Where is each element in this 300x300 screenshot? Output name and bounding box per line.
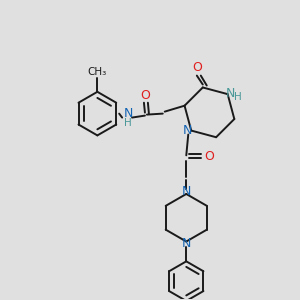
Text: O: O (140, 89, 150, 102)
Text: H: H (124, 118, 132, 128)
Text: O: O (192, 61, 202, 74)
Text: N: N (182, 237, 191, 250)
Text: O: O (204, 150, 214, 163)
Text: N: N (226, 87, 235, 100)
Text: N: N (182, 185, 191, 199)
Text: H: H (234, 92, 242, 102)
Text: CH₃: CH₃ (88, 67, 107, 77)
Text: N: N (123, 107, 133, 120)
Text: N: N (183, 124, 192, 137)
